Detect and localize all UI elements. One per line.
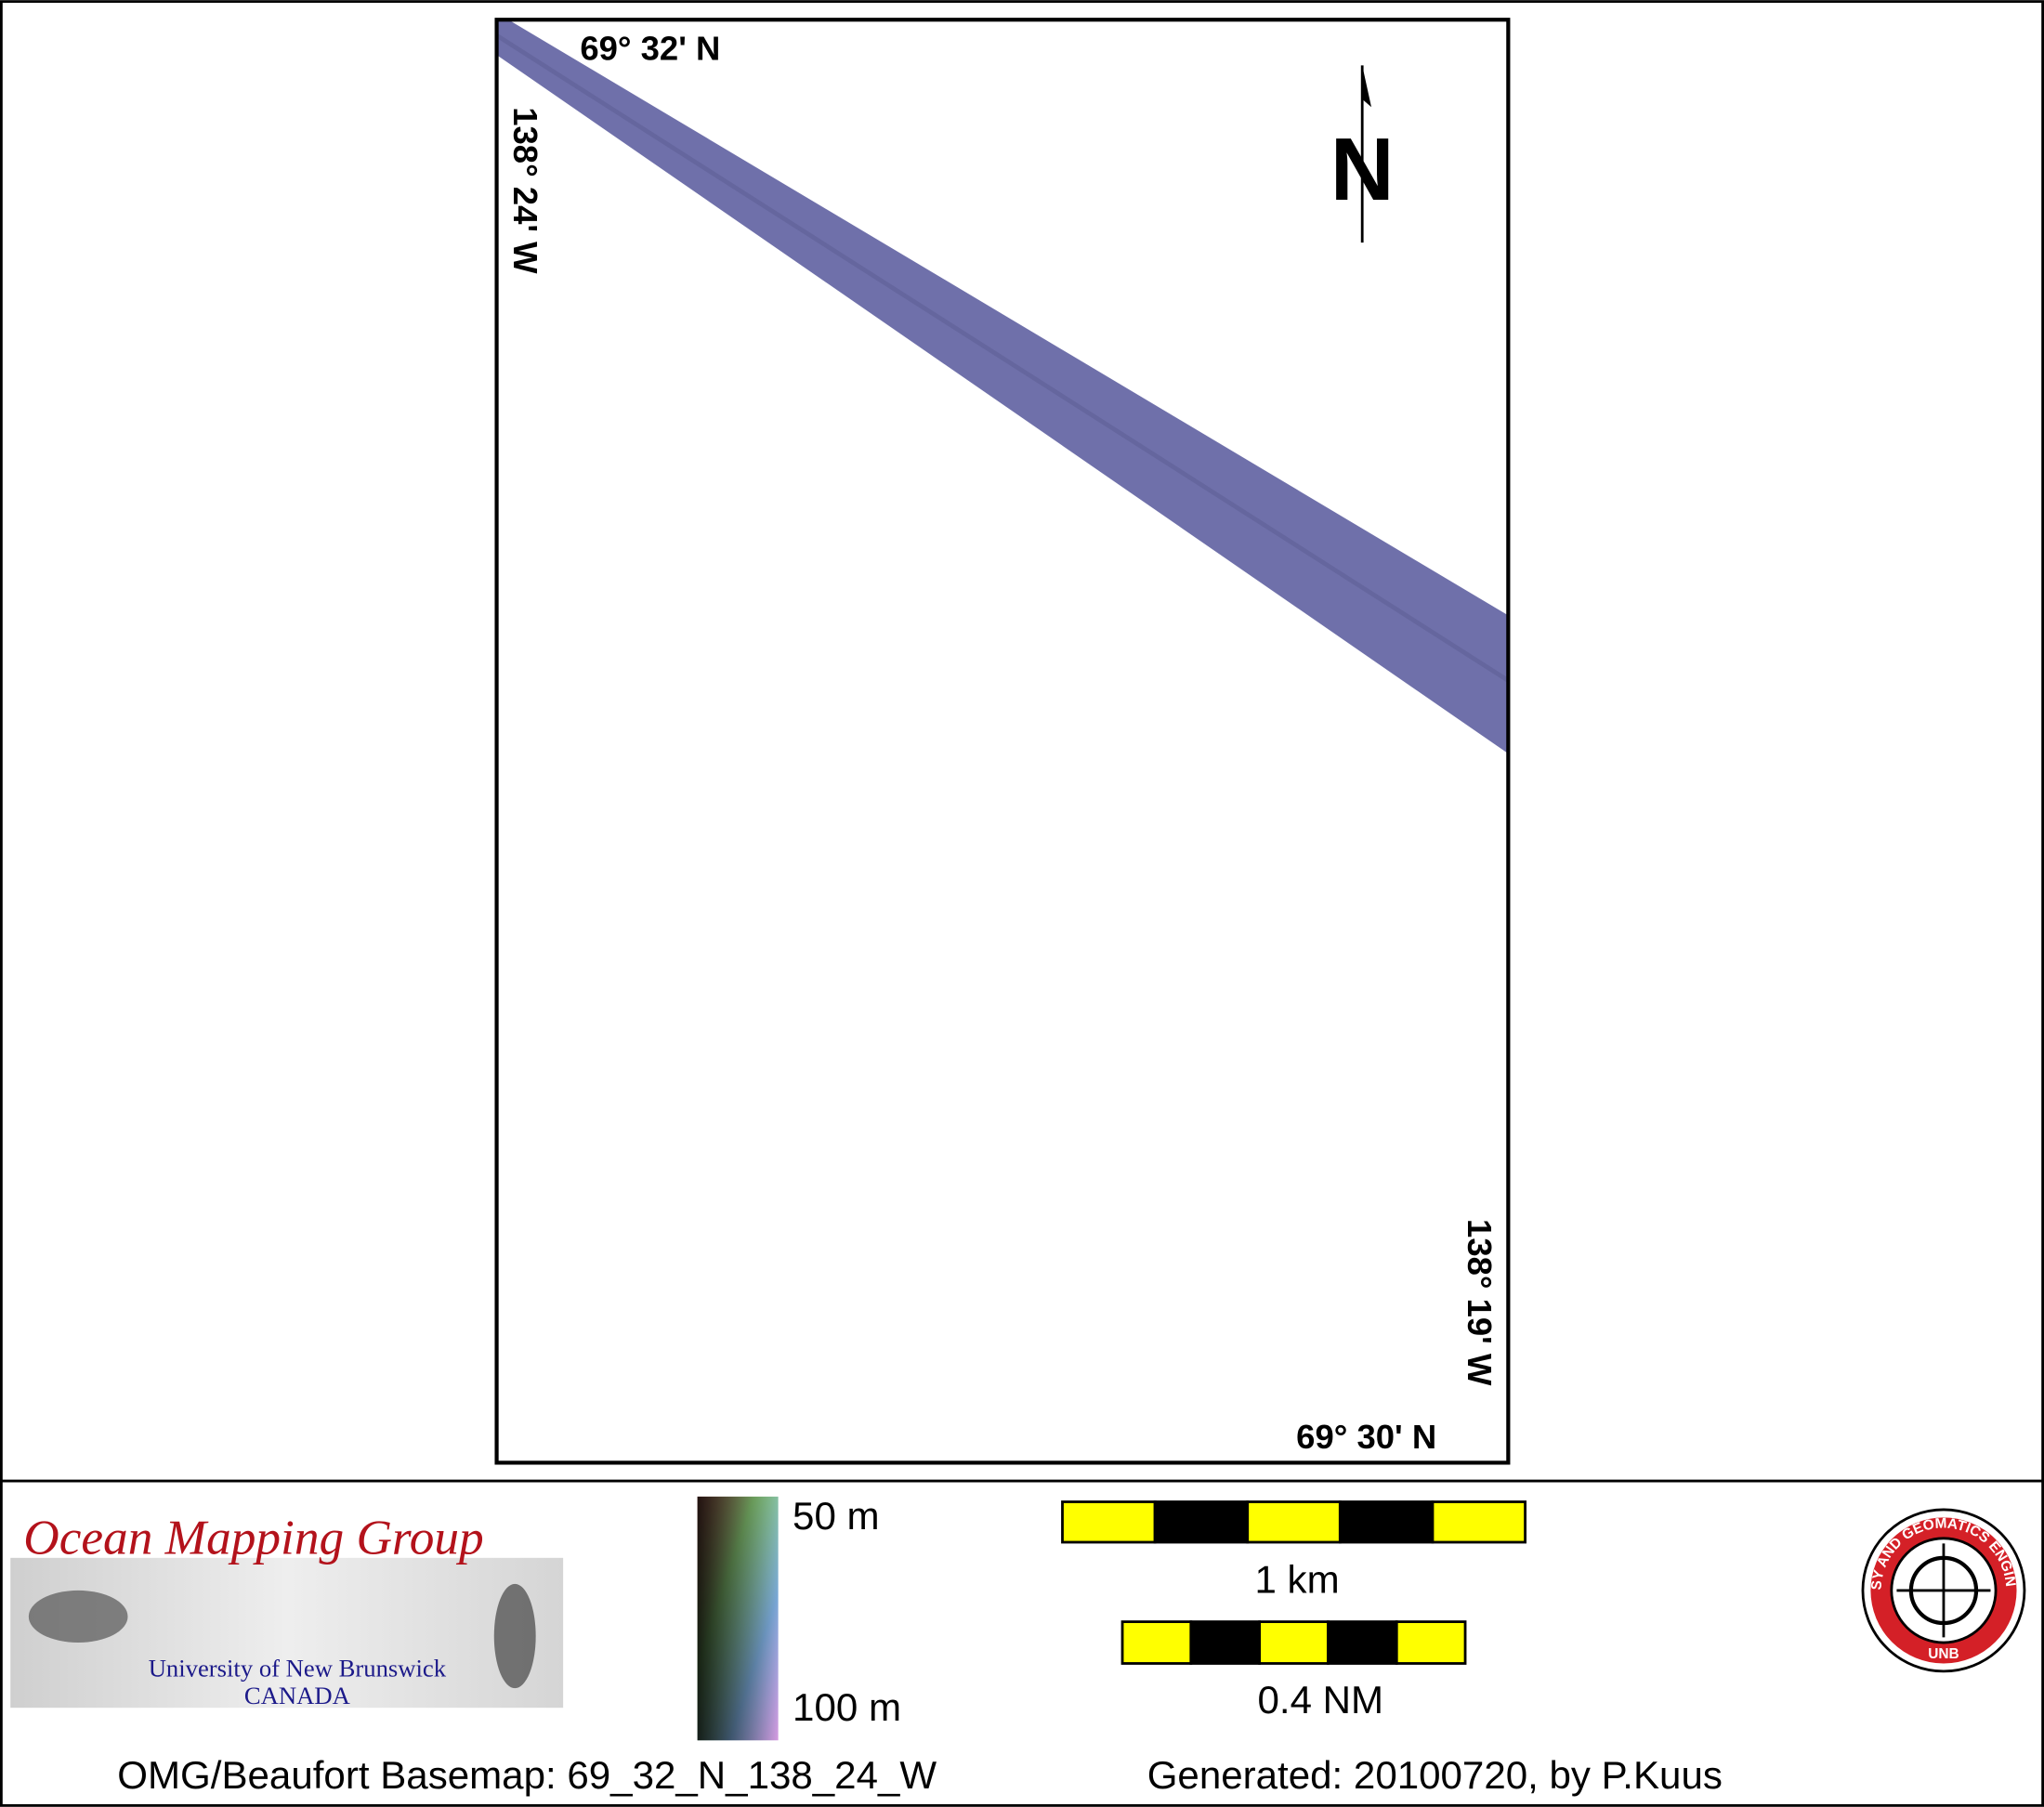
scale-segment — [1246, 1500, 1342, 1544]
logo-title: Ocean Mapping Group — [23, 1510, 483, 1565]
map-frame: 69° 32' N 138° 24' W 138° 19' W 69° 30' … — [494, 18, 1511, 1465]
scale-segment — [1327, 1620, 1398, 1665]
scale-segment — [1338, 1500, 1435, 1544]
emblem-bottom: UNB — [1928, 1646, 1959, 1662]
left-longitude: 138° 24' W — [506, 107, 544, 274]
top-latitude: 69° 32' N — [580, 30, 720, 68]
north-label: N — [1330, 121, 1395, 219]
logo-university: University of New Brunswick — [149, 1655, 447, 1683]
scale-segment — [1153, 1500, 1250, 1544]
logo: Ocean Mapping Group University of New Br… — [10, 1510, 564, 1709]
depth-legend: 50 m 100 m — [697, 1494, 901, 1741]
north-arrowhead — [1362, 65, 1372, 108]
depth-top-label: 50 m — [793, 1494, 880, 1538]
bottom-latitude: 69° 30' N — [1296, 1418, 1436, 1456]
depth-colorbar-shade — [697, 1496, 779, 1741]
depth-bottom-label: 100 m — [793, 1685, 901, 1729]
scale-segment — [1395, 1620, 1467, 1665]
right-longitude: 138° 19' W — [1461, 1219, 1499, 1386]
swath-nadir — [496, 33, 1509, 684]
scale-segment — [1120, 1620, 1193, 1665]
scale-label: 0.4 NM — [1257, 1678, 1383, 1722]
logo-country: CANADA — [244, 1682, 351, 1709]
survey-swath — [496, 20, 1509, 754]
scale-segment — [1258, 1620, 1330, 1665]
scale-label: 1 km — [1254, 1558, 1339, 1602]
logo-shape — [28, 1590, 128, 1643]
footer-basemap: OMG/Beaufort Basemap: 69_32_N_138_24_W — [117, 1753, 937, 1797]
scale-segment — [1431, 1500, 1526, 1544]
scale-segment — [1189, 1620, 1262, 1665]
frame-border — [494, 18, 1511, 1465]
scale-bars: 1 km 0.4 NM — [1061, 1500, 1526, 1722]
scale-segment — [1061, 1500, 1157, 1544]
logo-shape — [493, 1583, 536, 1689]
footer-generated: Generated: 20100720, by P.Kuus — [1147, 1753, 1723, 1797]
